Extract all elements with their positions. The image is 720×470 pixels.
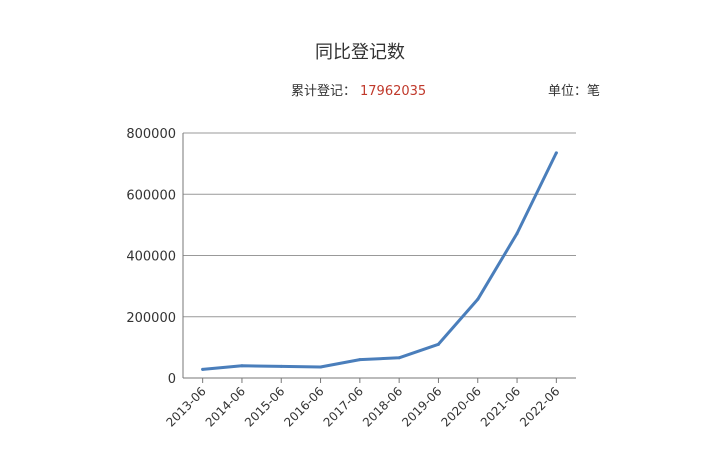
x-axis — [182, 133, 576, 379]
data-point — [358, 358, 362, 362]
x-tick-label: 2021-06 — [478, 384, 523, 429]
data-point — [515, 231, 519, 235]
x-tick-label: 2022-06 — [517, 384, 562, 429]
y-tick-label: 600000 — [126, 188, 176, 203]
x-axis-ticks: 2013-062014-062015-062016-062017-062018-… — [163, 378, 562, 430]
y-tick-label: 400000 — [126, 250, 176, 265]
y-tick-label: 800000 — [126, 127, 176, 142]
chart-title: 同比登记数 — [315, 42, 405, 63]
data-point — [397, 356, 401, 360]
unit-label: 单位：笔 — [548, 84, 601, 99]
y-tick-label: 200000 — [126, 311, 176, 326]
data-point — [554, 151, 558, 155]
data-point — [279, 364, 283, 368]
series-line — [201, 151, 558, 371]
y-tick-label: 0 — [168, 372, 176, 387]
data-point — [201, 367, 205, 371]
x-tick-label: 2014-06 — [203, 384, 248, 429]
x-tick-label: 2019-06 — [399, 384, 444, 429]
x-tick-label: 2013-06 — [163, 384, 208, 429]
x-tick-label: 2020-06 — [439, 384, 484, 429]
x-tick-label: 2017-06 — [321, 384, 366, 429]
y-axis-ticks: 0 200000 400000 600000 800000 — [126, 127, 176, 387]
grid-lines — [183, 132, 576, 318]
x-tick-label: 2016-06 — [281, 384, 326, 429]
total-registrations: 累计登记： 17962035 — [291, 80, 426, 99]
data-point — [240, 364, 244, 368]
x-tick-label: 2015-06 — [242, 384, 287, 429]
total-registrations-value: 17962035 — [360, 84, 427, 99]
data-point — [319, 365, 323, 369]
x-tick-label: 2018-06 — [360, 384, 405, 429]
data-point — [436, 342, 440, 346]
total-registrations-label: 累计登记： — [291, 84, 357, 99]
data-point — [476, 297, 480, 301]
series-group — [201, 151, 558, 371]
